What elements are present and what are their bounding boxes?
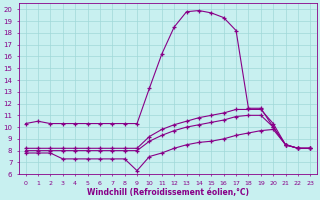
X-axis label: Windchill (Refroidissement éolien,°C): Windchill (Refroidissement éolien,°C) [87,188,249,197]
